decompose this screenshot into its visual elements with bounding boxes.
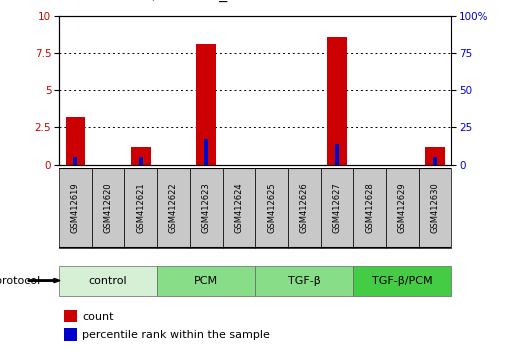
- Text: GSM412628: GSM412628: [365, 183, 374, 233]
- Bar: [223, 168, 255, 248]
- Text: GSM412622: GSM412622: [169, 183, 178, 233]
- Bar: [321, 168, 353, 248]
- Text: GSM412621: GSM412621: [136, 183, 145, 233]
- Bar: [353, 168, 386, 248]
- Text: control: control: [89, 275, 127, 286]
- Bar: [255, 266, 353, 296]
- Text: GSM412625: GSM412625: [267, 183, 276, 233]
- Bar: [124, 168, 157, 248]
- Bar: [157, 266, 255, 296]
- Bar: [204, 139, 208, 165]
- Text: PCM: PCM: [194, 275, 218, 286]
- Text: count: count: [82, 312, 113, 322]
- Bar: [288, 168, 321, 248]
- Bar: [433, 157, 437, 165]
- Bar: [255, 168, 288, 248]
- Bar: [59, 266, 157, 296]
- Text: GSM412627: GSM412627: [332, 183, 342, 233]
- Text: GSM412629: GSM412629: [398, 183, 407, 233]
- Bar: [92, 168, 125, 248]
- Bar: [353, 266, 451, 296]
- Bar: [157, 168, 190, 248]
- Bar: [59, 168, 92, 248]
- Bar: [425, 147, 445, 165]
- Bar: [419, 168, 451, 248]
- Text: GSM412620: GSM412620: [104, 183, 112, 233]
- Text: protocol: protocol: [0, 275, 40, 286]
- Text: percentile rank within the sample: percentile rank within the sample: [82, 330, 270, 340]
- Text: GSM412626: GSM412626: [300, 183, 309, 233]
- Bar: [190, 168, 223, 248]
- Bar: [386, 168, 419, 248]
- Text: GSM412630: GSM412630: [430, 183, 440, 233]
- Text: GDS4574 / 205736_at: GDS4574 / 205736_at: [85, 0, 244, 2]
- Bar: [131, 147, 150, 165]
- Bar: [73, 157, 77, 165]
- Text: TGF-β: TGF-β: [288, 275, 321, 286]
- Text: GSM412624: GSM412624: [234, 183, 243, 233]
- Bar: [335, 144, 339, 165]
- Text: TGF-β/PCM: TGF-β/PCM: [372, 275, 432, 286]
- Text: GSM412619: GSM412619: [71, 183, 80, 233]
- Bar: [327, 37, 347, 165]
- Bar: [66, 117, 85, 165]
- Bar: [139, 157, 143, 165]
- Text: GSM412623: GSM412623: [202, 183, 211, 233]
- Bar: [196, 44, 216, 165]
